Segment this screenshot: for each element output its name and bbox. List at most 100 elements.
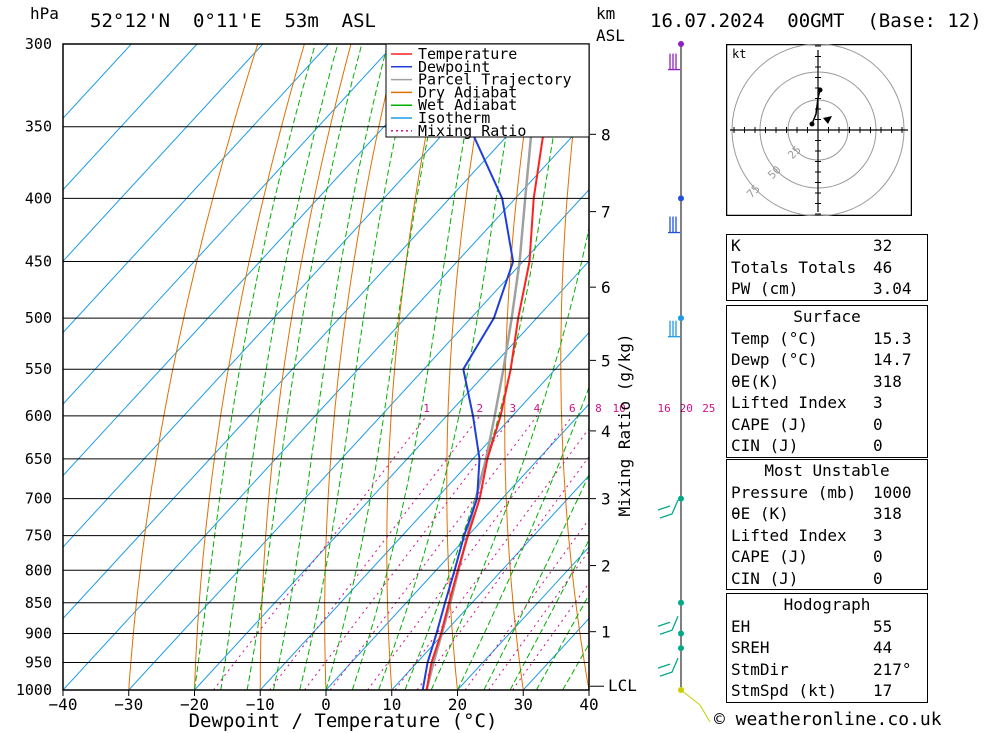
index-row: Totals Totals 46 bbox=[727, 257, 927, 279]
legend-entry: Dewpoint bbox=[418, 58, 490, 76]
hodograph-point bbox=[817, 87, 823, 93]
index-label: Lifted Index bbox=[731, 525, 847, 545]
surface-table: Surface Temp (°C) 15.3 Dewp (°C) 14.7 θE(K) 3… bbox=[726, 305, 928, 458]
hodograph-title: Hodograph bbox=[783, 595, 871, 614]
x-tick-label: 30 bbox=[514, 695, 533, 714]
wet-adiabat-line bbox=[430, 225, 589, 690]
datetime-title: 16.07.2024 00GMT (Base: 12) bbox=[650, 10, 982, 32]
wet-adiabat-line bbox=[535, 593, 589, 690]
isotherm-line bbox=[63, 44, 461, 477]
wet-adiabat-line bbox=[246, 44, 363, 690]
pressure-tick-label: 450 bbox=[25, 253, 52, 271]
wind-barb bbox=[657, 616, 679, 635]
index-label: CIN (J) bbox=[731, 568, 799, 588]
x-tick-label: 40 bbox=[579, 695, 598, 714]
index-label: PW (cm) bbox=[731, 279, 799, 298]
isotherm-line bbox=[63, 44, 264, 262]
wind-barb bbox=[657, 499, 679, 519]
index-value: 15.3 bbox=[873, 328, 912, 348]
km-tick-label: 7 bbox=[601, 203, 611, 222]
x-tick-label: −40 bbox=[49, 695, 78, 714]
index-value: 0 bbox=[873, 547, 883, 566]
index-label: K bbox=[731, 236, 741, 255]
wet-adiabat-line bbox=[509, 538, 589, 690]
index-row: CIN (J) 0 bbox=[727, 435, 927, 457]
dry-adiabat-line bbox=[668, 44, 721, 690]
index-row: Dewp (°C) 14.7 bbox=[727, 349, 927, 371]
index-row: SREH 44 bbox=[727, 637, 927, 659]
mixing-ratio-line bbox=[329, 415, 538, 690]
surface-title: Surface bbox=[793, 307, 861, 326]
y-axis-right-label: Mixing Ratio (g/kg) bbox=[615, 333, 634, 516]
km-tick-label: 6 bbox=[601, 278, 611, 297]
mixing-ratio-line bbox=[464, 518, 589, 690]
km-tick-label: 3 bbox=[601, 490, 611, 509]
pressure-tick-label: 300 bbox=[25, 35, 52, 53]
index-label: Dewp (°C) bbox=[731, 350, 818, 369]
mixing-ratio-line bbox=[488, 549, 589, 690]
index-row: CIN (J) 0 bbox=[727, 568, 927, 590]
index-value: 3 bbox=[873, 393, 883, 412]
index-row: Temp (°C) 15.3 bbox=[727, 328, 927, 350]
pressure-tick-label: 400 bbox=[25, 189, 52, 207]
wind-level-dot bbox=[678, 195, 684, 202]
wet-adiabat-line bbox=[220, 44, 339, 690]
index-value: 3 bbox=[873, 525, 883, 545]
index-label: Temp (°C) bbox=[731, 328, 818, 348]
mixing-ratio-label: 2 bbox=[477, 402, 484, 415]
x-axis-label: Dewpoint / Temperature (°C) bbox=[189, 710, 498, 732]
index-value: 46 bbox=[873, 257, 893, 277]
dry-adiabat-line bbox=[560, 44, 589, 690]
index-label: Totals Totals bbox=[731, 257, 857, 277]
pressure-tick-label: 600 bbox=[25, 407, 52, 425]
index-row: StmSpd (kt) 17 bbox=[727, 680, 927, 702]
index-label: StmSpd (kt) bbox=[731, 681, 837, 700]
pressure-tick-label: 350 bbox=[25, 118, 52, 136]
wind-barb bbox=[668, 53, 680, 71]
wet-adiabat-line bbox=[351, 44, 483, 690]
index-value: 44 bbox=[873, 638, 893, 657]
pressure-tick-label: 650 bbox=[25, 450, 52, 468]
index-value: 3.04 bbox=[873, 279, 912, 298]
index-row: CAPE (J) 0 bbox=[727, 414, 927, 436]
wind-barb bbox=[668, 216, 680, 234]
isotherm-line bbox=[63, 44, 395, 405]
index-value: 0 bbox=[873, 568, 883, 588]
index-value: 17 bbox=[873, 681, 893, 700]
index-label: StmDir bbox=[731, 659, 789, 679]
index-row: CAPE (J) 0 bbox=[727, 546, 927, 568]
pressure-tick-label: 500 bbox=[25, 309, 52, 327]
index-label: θE(K) bbox=[731, 371, 780, 391]
legend-entry: Wet Adiabat bbox=[418, 96, 517, 114]
isotherm-line bbox=[325, 403, 589, 690]
index-row: EH 55 bbox=[727, 616, 927, 638]
wet-adiabat-line bbox=[325, 44, 448, 690]
index-value: 1000 bbox=[873, 482, 912, 502]
wind-barb bbox=[657, 657, 679, 677]
mixing-ratio-label: 8 bbox=[595, 402, 602, 415]
index-row: K 32 bbox=[727, 235, 927, 257]
credit-link[interactable]: © weatheronline.co.uk bbox=[714, 709, 942, 730]
asl-unit-label: ASL bbox=[596, 26, 625, 45]
hodograph-table: Hodograph EH 55 SREH 44 StmDir 217° StmSpd (kt… bbox=[726, 593, 928, 703]
dry-adiabat-line bbox=[324, 44, 399, 690]
mixing-ratio-line bbox=[416, 455, 589, 690]
mixing-ratio-label: 20 bbox=[680, 402, 693, 415]
index-label: CIN (J) bbox=[731, 436, 799, 455]
x-tick-label: 20 bbox=[448, 695, 467, 714]
hpa-unit-label: hPa bbox=[30, 4, 59, 23]
index-row: Lifted Index 3 bbox=[727, 525, 927, 547]
legend-entry: Isotherm bbox=[418, 109, 490, 127]
isotherm-line bbox=[63, 44, 198, 191]
legend-entry: Parcel Trajectory bbox=[418, 71, 572, 89]
index-value: 0 bbox=[873, 414, 883, 434]
index-label: CAPE (J) bbox=[731, 547, 809, 566]
location-title: 52°12'N 0°11'E 53m ASL bbox=[90, 10, 376, 32]
wind-level-dot bbox=[678, 645, 684, 652]
index-row: Pressure (mb) 1000 bbox=[727, 482, 927, 504]
mixing-ratio-label: 4 bbox=[534, 402, 541, 415]
index-value: 32 bbox=[873, 236, 893, 255]
index-label: θE (K) bbox=[731, 504, 789, 523]
